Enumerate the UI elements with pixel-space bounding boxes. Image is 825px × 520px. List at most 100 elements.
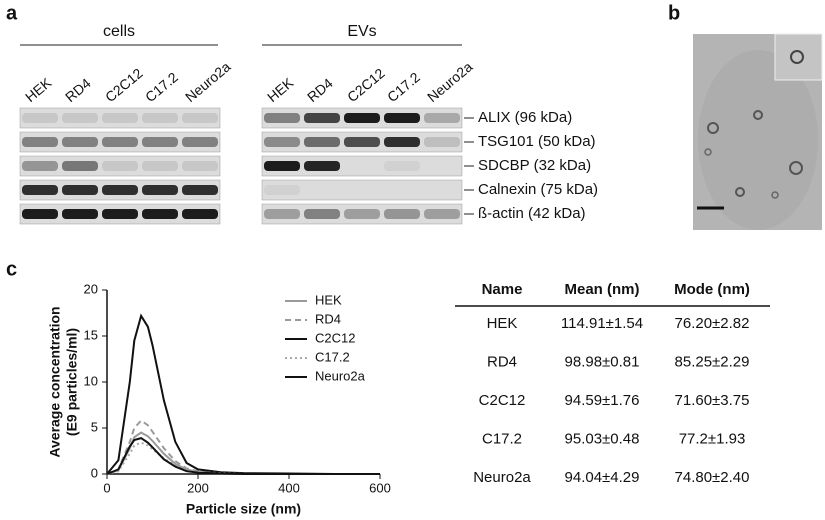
blot-band — [62, 209, 98, 219]
table-cell: HEK — [487, 315, 518, 332]
lane-label: RD4 — [62, 75, 94, 105]
panel-label: c — [6, 258, 17, 280]
blot-band — [182, 113, 218, 123]
table-header: Name — [482, 281, 523, 298]
blot-band — [142, 161, 178, 171]
blot-band — [344, 137, 380, 147]
blot-strip — [19, 131, 221, 153]
blot-band — [142, 113, 178, 123]
panel-label: b — [668, 2, 680, 24]
blot-band — [344, 209, 380, 219]
blot-band — [22, 161, 58, 171]
x-tick-label: 200 — [187, 480, 209, 495]
blot-band — [182, 161, 218, 171]
lane-label: Neuro2a — [182, 58, 234, 105]
blot-band — [142, 185, 178, 195]
blot-band — [384, 161, 420, 171]
series-line — [106, 419, 380, 475]
table-cell: 114.91±1.54 — [561, 315, 643, 332]
series-line — [106, 437, 380, 475]
blot-band — [424, 137, 460, 147]
group-label: EVs — [347, 23, 376, 40]
y-tick-label: 20 — [84, 281, 98, 296]
blot-band — [182, 137, 218, 147]
blot-band — [304, 161, 340, 171]
protein-label: ß-actin (42 kDa) — [478, 205, 586, 222]
blot-band — [182, 185, 218, 195]
table-cell: 94.59±1.76 — [565, 392, 640, 409]
table-cell: C17.2 — [482, 430, 522, 447]
protein-label: TSG101 (50 kDa) — [478, 133, 596, 150]
blot-band — [142, 137, 178, 147]
blot-band — [344, 113, 380, 123]
table-header: Mode (nm) — [674, 281, 750, 298]
legend-label: C2C12 — [315, 330, 355, 345]
lane-label: HEK — [22, 74, 55, 105]
y-tick-label: 15 — [84, 327, 98, 342]
blot-band — [264, 113, 300, 123]
blot-band — [384, 137, 420, 147]
series-line — [106, 441, 380, 475]
table-cell: RD4 — [487, 353, 517, 370]
lane-label: C17.2 — [384, 69, 423, 105]
group-label: cells — [103, 23, 135, 40]
tem-image — [693, 33, 823, 230]
protein-label: SDCBP (32 kDa) — [478, 157, 591, 174]
y-axis-label: (E9 particles/ml) — [64, 328, 80, 436]
blot-band — [62, 113, 98, 123]
legend-label: C17.2 — [315, 349, 350, 364]
y-tick-label: 10 — [84, 373, 98, 388]
blot-band — [102, 113, 138, 123]
blot-band — [102, 185, 138, 195]
legend-label: Neuro2a — [315, 368, 366, 383]
y-tick-label: 0 — [91, 465, 98, 480]
panel-label: a — [6, 2, 18, 24]
table-cell: 98.98±0.81 — [565, 353, 640, 370]
blot-band — [424, 209, 460, 219]
table-header: Mean (nm) — [565, 281, 640, 298]
blot-band — [264, 209, 300, 219]
table-cell: 77.2±1.93 — [679, 430, 746, 447]
lane-label: RD4 — [304, 75, 336, 105]
x-tick-label: 400 — [278, 480, 300, 495]
table-cell: 94.04±4.29 — [565, 469, 640, 486]
x-tick-label: 0 — [103, 480, 110, 495]
table-cell: 74.80±2.40 — [675, 469, 750, 486]
x-axis-label: Particle size (nm) — [186, 501, 301, 517]
blot-band — [182, 209, 218, 219]
blot-band — [62, 161, 98, 171]
legend-label: RD4 — [315, 311, 341, 326]
lane-label: Neuro2a — [424, 58, 476, 105]
blot-band — [264, 161, 300, 171]
table-cell: C2C12 — [479, 392, 526, 409]
blot-band — [304, 113, 340, 123]
blot-band — [22, 113, 58, 123]
blot-band — [102, 209, 138, 219]
protein-label: ALIX (96 kDa) — [478, 109, 572, 126]
lane-label: HEK — [264, 74, 297, 105]
blot-band — [102, 161, 138, 171]
blot-band — [22, 137, 58, 147]
table-cell: 85.25±2.29 — [675, 353, 750, 370]
blot-band — [424, 113, 460, 123]
blot-band — [384, 113, 420, 123]
blot-strip — [261, 203, 463, 225]
blot-band — [142, 209, 178, 219]
lane-label: C2C12 — [102, 65, 146, 105]
blot-band — [264, 185, 300, 195]
blot-strip — [19, 107, 221, 129]
blot-band — [22, 185, 58, 195]
blot-band — [304, 209, 340, 219]
table-cell: 95.03±0.48 — [565, 430, 640, 447]
blot-strip — [261, 179, 463, 201]
series-line — [106, 431, 380, 475]
blot-band — [264, 137, 300, 147]
blot-band — [102, 137, 138, 147]
blot-band — [384, 209, 420, 219]
x-tick-label: 600 — [369, 480, 391, 495]
lane-label: C17.2 — [142, 69, 181, 105]
table-cell: Neuro2a — [473, 469, 531, 486]
legend-label: HEK — [315, 292, 342, 307]
y-axis-label: Average concentration — [47, 306, 63, 457]
